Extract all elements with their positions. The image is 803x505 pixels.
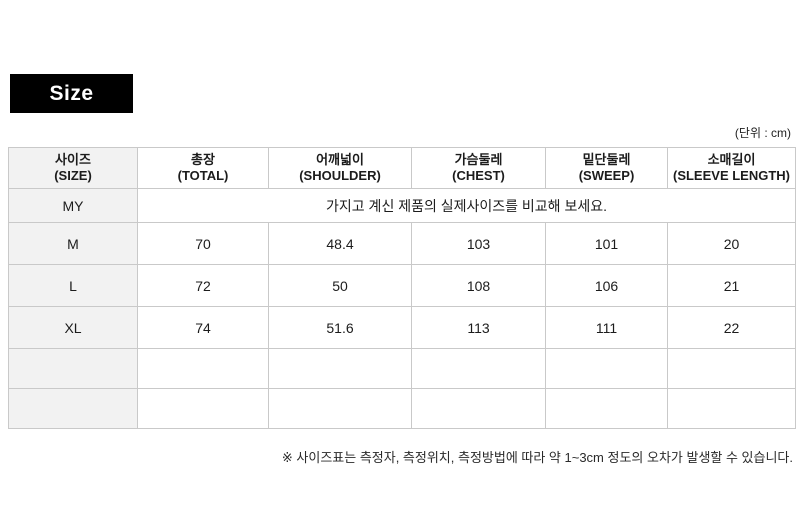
measurement-disclaimer: ※ 사이즈표는 측정자, 측정위치, 측정방법에 따라 약 1~3cm 정도의 … — [281, 450, 793, 465]
column-header-chest: 가슴둘레 (CHEST) — [411, 147, 546, 189]
column-header-sweep-en: (SWEEP) — [578, 168, 635, 183]
column-header-sweep: 밑단둘레 (SWEEP) — [545, 147, 668, 189]
column-header-shoulder-ko: 어깨넓이 — [316, 152, 364, 168]
table-row-my: MY 가지고 계신 제품의 실제사이즈를 비교해 보세요. — [8, 188, 796, 223]
m-sleeve-length: 20 — [667, 222, 796, 265]
xl-sleeve-length: 22 — [667, 306, 796, 349]
l-shoulder: 50 — [268, 264, 412, 307]
my-row-note: 가지고 계신 제품의 실제사이즈를 비교해 보세요. — [137, 188, 796, 223]
xl-sweep: 111 — [545, 306, 668, 349]
m-sweep: 101 — [545, 222, 668, 265]
l-sleeve-length: 21 — [667, 264, 796, 307]
size-label-l: L — [8, 264, 138, 307]
size-section-badge-label: Size — [49, 81, 94, 105]
column-header-size: 사이즈 (SIZE) — [8, 147, 138, 189]
column-header-size-en: (SIZE) — [54, 168, 92, 183]
column-header-total-en: (TOTAL) — [177, 168, 229, 183]
column-header-sleeve-length: 소매길이 (SLEEVE LENGTH) — [667, 147, 796, 189]
m-shoulder: 48.4 — [268, 222, 412, 265]
size-label-xl: XL — [8, 306, 138, 349]
my-row-label: MY — [8, 188, 138, 223]
table-row-xl: XL 74 51.6 113 111 22 — [8, 306, 796, 349]
column-header-total-ko: 총장 — [191, 152, 215, 168]
column-header-shoulder: 어깨넓이 (SHOULDER) — [268, 147, 412, 189]
xl-shoulder: 51.6 — [268, 306, 412, 349]
size-section-badge: Size — [10, 74, 133, 113]
size-table-header-row: 사이즈 (SIZE) 총장 (TOTAL) 어깨넓이 (SHOULDER) 가슴… — [8, 147, 796, 189]
table-row-l: L 72 50 108 106 21 — [8, 264, 796, 307]
l-chest: 108 — [411, 264, 546, 307]
xl-total: 74 — [137, 306, 269, 349]
empty-row — [8, 348, 796, 389]
m-total: 70 — [137, 222, 269, 265]
empty-row — [8, 388, 796, 429]
column-header-size-ko: 사이즈 — [55, 152, 91, 168]
size-label-m: M — [8, 222, 138, 265]
column-header-chest-en: (CHEST) — [452, 168, 505, 183]
table-row-m: M 70 48.4 103 101 20 — [8, 222, 796, 265]
l-sweep: 106 — [545, 264, 668, 307]
column-header-sleeve-length-en: (SLEEVE LENGTH) — [672, 168, 790, 183]
column-header-sweep-ko: 밑단둘레 — [582, 152, 631, 168]
xl-chest: 113 — [411, 306, 546, 349]
column-header-shoulder-en: (SHOULDER) — [299, 168, 381, 183]
m-chest: 103 — [411, 222, 546, 265]
column-header-chest-ko: 가슴둘레 — [454, 152, 503, 168]
column-header-sleeve-length-ko: 소매길이 — [707, 152, 756, 168]
size-table: 사이즈 (SIZE) 총장 (TOTAL) 어깨넓이 (SHOULDER) 가슴… — [8, 147, 796, 429]
unit-note: (단위 : cm) — [734, 126, 791, 140]
l-total: 72 — [137, 264, 269, 307]
column-header-total: 총장 (TOTAL) — [137, 147, 269, 189]
